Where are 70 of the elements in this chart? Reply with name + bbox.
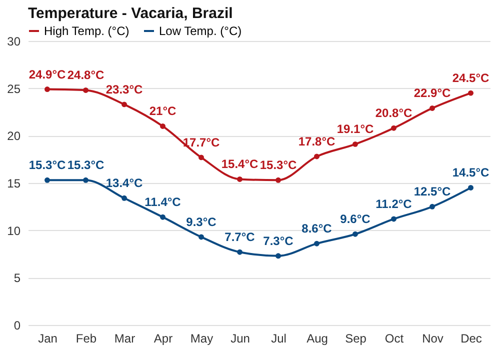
x-tick-label: Mar (114, 332, 136, 346)
point (160, 123, 166, 129)
y-tick-label: 25 (7, 82, 21, 96)
data-label: 12.5°C (414, 184, 451, 199)
point (237, 176, 242, 182)
data-label: 17.7°C (182, 135, 220, 150)
data-label: 15.4°C (221, 157, 258, 172)
x-tick-label: Apr (154, 332, 173, 346)
data-label: 9.6°C (340, 212, 371, 226)
point (276, 177, 281, 183)
point (468, 90, 474, 96)
data-label: 7.7°C (224, 230, 256, 244)
data-label: 24.5°C (452, 71, 490, 86)
data-label: 24.8°C (67, 68, 104, 82)
data-label: 8.6°C (302, 222, 332, 236)
point (198, 234, 204, 240)
point (276, 253, 281, 259)
point (314, 154, 320, 160)
legend-label: Low Temp. (°C) (159, 24, 242, 38)
x-tick-label: Dec (460, 332, 482, 346)
point (391, 216, 396, 222)
x-tick-label: Aug (306, 332, 328, 346)
data-label: 17.8°C (298, 134, 336, 148)
data-label: 11.2°C (376, 196, 412, 211)
chart-title: Temperature - Vacaria, Brazil (28, 5, 233, 22)
data-label: 21°C (149, 104, 176, 118)
point (122, 195, 127, 201)
point (237, 249, 242, 255)
point (83, 87, 88, 93)
x-tick-label: Jun (230, 332, 250, 346)
point (430, 105, 435, 111)
data-label: 15.3°C (260, 158, 297, 172)
data-label: 11.4°C (144, 195, 182, 210)
point (44, 86, 50, 92)
point (352, 141, 358, 147)
x-tick-label: Oct (384, 332, 404, 346)
y-tick-label: 15 (7, 176, 21, 190)
data-label: 13.4°C (106, 176, 143, 190)
point (122, 102, 127, 108)
point (468, 185, 474, 190)
data-label: 24.9°C (28, 67, 66, 82)
y-tick-label: 10 (7, 224, 21, 238)
point (314, 240, 320, 246)
x-tick-label: Jan (38, 332, 58, 346)
y-tick-label: 20 (7, 129, 21, 144)
x-tick-label: Jul (271, 332, 286, 346)
point (44, 177, 50, 183)
point (160, 214, 166, 220)
data-label: 23.3°C (106, 82, 143, 96)
point (198, 154, 204, 160)
point (352, 231, 358, 237)
point (430, 204, 435, 210)
x-tick-label: Sep (345, 332, 367, 346)
y-tick-label: 30 (7, 34, 21, 48)
data-label: 7.3°C (263, 234, 294, 248)
y-tick-label: 5 (14, 271, 21, 286)
data-label: 15.3°C (28, 158, 66, 172)
point (391, 125, 396, 131)
data-label: 9.3°C (186, 214, 217, 229)
point (83, 177, 88, 183)
y-tick-label: 0 (14, 318, 21, 332)
data-label: 19.1°C (336, 122, 374, 136)
data-label: 20.8°C (375, 106, 412, 120)
x-tick-label: May (190, 332, 214, 346)
x-tick-label: Feb (76, 332, 97, 346)
legend-label: High Temp. (°C) (44, 24, 130, 38)
data-label: 14.5°C (452, 166, 490, 180)
data-label: 15.3°C (67, 158, 104, 172)
x-tick-label: Nov (422, 332, 444, 346)
data-label: 22.9°C (414, 86, 451, 100)
